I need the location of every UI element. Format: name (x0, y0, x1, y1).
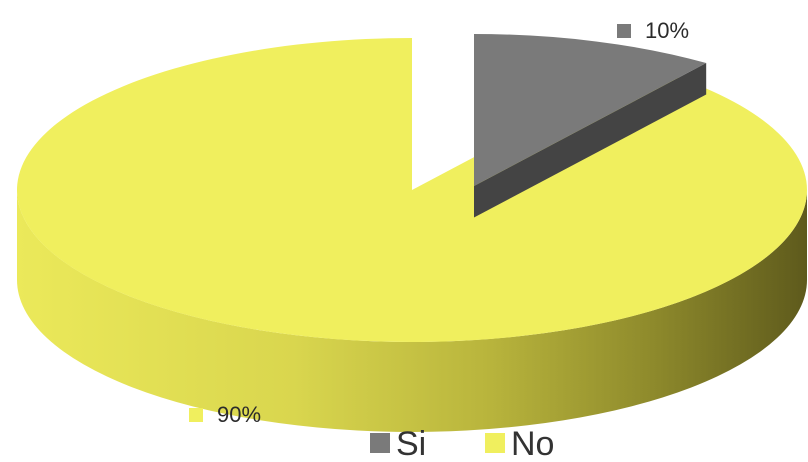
slice-cut-face (474, 63, 707, 218)
data-label-no: 90% (217, 402, 261, 427)
slice-top-si (474, 34, 707, 186)
legend: Si No (370, 425, 554, 462)
legend-label-si: Si (396, 425, 426, 462)
legend-swatch-si (370, 433, 390, 453)
slice-si (474, 34, 707, 218)
data-label-si: 10% (645, 18, 689, 43)
data-labels: 10% 90% (189, 18, 689, 427)
slice-side-no (17, 190, 807, 432)
pie-slices (17, 34, 808, 432)
data-label-swatch-si (617, 24, 631, 38)
legend-swatch-no (485, 433, 505, 453)
legend-label-no: No (511, 425, 554, 462)
data-label-swatch-no (189, 408, 203, 422)
